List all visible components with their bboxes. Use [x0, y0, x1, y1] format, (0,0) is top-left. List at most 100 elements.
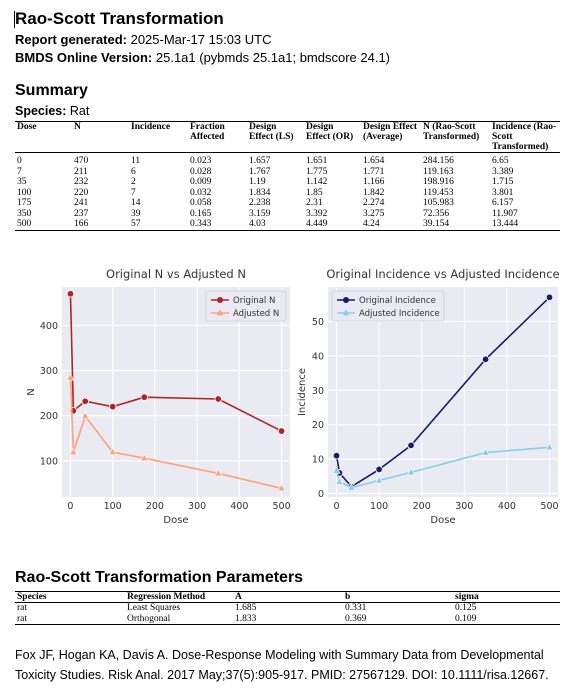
- summary-row-cell: 1.842: [363, 187, 385, 198]
- summary-row-cell: 3.389: [492, 166, 514, 177]
- summary-row-cell: 100: [17, 187, 32, 198]
- summary-row: 35 232 2 0.009 1.19 1.142 1.166 198.916 1.715: [15, 177, 560, 188]
- x-axis-label: Dose: [430, 515, 455, 526]
- data-point: [375, 465, 383, 474]
- parameters-row: rat Least Squares 1.685 0.331 0.125: [15, 603, 560, 614]
- summary-row-cell: 2.31: [306, 198, 323, 208]
- parameters-col-header: Species: [17, 592, 47, 602]
- y-tick-label: 20: [312, 420, 324, 431]
- x-tick-label: 400: [498, 501, 516, 512]
- x-tick-label: 200: [413, 501, 431, 512]
- x-tick-label: 500: [540, 501, 558, 512]
- summary-row-cell: 11: [131, 156, 141, 166]
- summary-row-cell: 39: [131, 208, 141, 219]
- parameters-col-header: Regression Method: [127, 592, 206, 602]
- parameters-row-cell: 1.685: [235, 603, 257, 613]
- summary-row-cell: 1.85: [306, 187, 323, 198]
- summary-row-cell: 1.657: [249, 156, 271, 166]
- summary-row-cell: 241: [74, 198, 89, 208]
- y-tick-label: 100: [40, 456, 58, 467]
- y-tick-label: 10: [312, 455, 324, 466]
- summary-col-header: N (Rao-Scott Transformed): [423, 122, 480, 142]
- summary-row-cell: 14: [131, 198, 141, 208]
- species-line: Species: Rat: [15, 104, 89, 118]
- parameters-row-cell: rat: [17, 613, 28, 624]
- legend-label: Original Incidence: [359, 296, 436, 306]
- data-point: [375, 475, 384, 484]
- data-point: [481, 447, 490, 456]
- summary-row-cell: 1.651: [306, 156, 328, 166]
- bmds-version-value: 25.1a1 (pybmds 25.1a1; bmdscore 24.1): [155, 50, 391, 65]
- summary-col-header: Fraction Affected: [190, 122, 225, 142]
- summary-row-cell: 105.983: [423, 198, 454, 208]
- citation: Fox JF, Hogan KA, Davis A. Dose-Response…: [15, 648, 549, 682]
- data-point: [347, 483, 356, 491]
- data-point: [407, 441, 415, 450]
- summary-col-header: Design Effect (Average): [363, 122, 418, 142]
- summary-row-cell: 0.023: [190, 156, 212, 166]
- summary-row-cell: 13.444: [492, 219, 519, 229]
- summary-row-cell: 0.032: [190, 187, 212, 198]
- parameters-table: Species Regression Method A b sigma rat L…: [15, 591, 560, 625]
- parameters-row-cell: Orthogonal: [127, 613, 171, 624]
- summary-row-cell: 284.156: [423, 156, 454, 166]
- parameters-row-cell: 0.331: [345, 603, 367, 613]
- summary-col-header: Design Effect (OR): [306, 122, 354, 142]
- summary-row-cell: 0.009: [190, 177, 212, 187]
- x-tick-label: 300: [188, 501, 206, 512]
- summary-col-header: Dose: [17, 122, 37, 132]
- summary-row-cell: 237: [74, 208, 89, 219]
- chart-title: Original N vs Adjusted N: [106, 267, 246, 281]
- summary-row-cell: 4.449: [306, 219, 328, 229]
- y-tick-label: 400: [40, 321, 58, 332]
- summary-row-cell: 119.453: [423, 187, 454, 198]
- data-point: [66, 373, 75, 381]
- summary-row-cell: 0: [17, 156, 22, 166]
- summary-row-cell: 1.166: [363, 177, 385, 187]
- parameters-col-header: A: [235, 592, 242, 602]
- summary-col-header: N: [74, 122, 81, 132]
- summary-row-cell: 500: [17, 219, 32, 229]
- parameters-col-header: b: [345, 592, 351, 602]
- summary-row-cell: 6.157: [492, 198, 514, 208]
- summary-table: Dose N Incidence Fraction Affected Desig…: [15, 121, 560, 231]
- y-tick-label: 40: [312, 351, 324, 362]
- parameters-col-header: sigma: [455, 592, 479, 602]
- x-axis-label: Dose: [163, 515, 188, 526]
- x-tick-label: 300: [455, 501, 473, 512]
- summary-row-cell: 1.775: [306, 166, 328, 177]
- summary-row: 0 470 11 0.023 1.657 1.651 1.654 284.156 6.65: [15, 153, 560, 167]
- data-point: [332, 466, 341, 474]
- data-point: [108, 402, 117, 411]
- summary-row-cell: 119.163: [423, 166, 454, 177]
- legend-label: Adjusted N: [233, 309, 279, 319]
- data-point: [108, 447, 117, 455]
- parameters-row-cell: 0.369: [345, 613, 367, 624]
- y-axis-label: N: [26, 388, 37, 395]
- legend-label: Original N: [233, 296, 275, 306]
- summary-row-cell: 7: [131, 187, 136, 198]
- summary-row-cell: 211: [74, 166, 88, 177]
- legend-label: Adjusted Incidence: [359, 309, 440, 319]
- summary-row-cell: 1.834: [249, 187, 271, 198]
- species-label: Species:: [15, 104, 67, 118]
- summary-row-cell: 2.274: [363, 198, 385, 208]
- species-value: Rat: [69, 104, 90, 118]
- x-tick-label: 200: [146, 501, 164, 512]
- parameters-row-cell: 0.125: [455, 603, 477, 613]
- legend-marker: [342, 309, 350, 316]
- summary-row: 500 166 57 0.343 4.03 4.449 4.24 39.154 13.444: [15, 219, 560, 230]
- data-point: [545, 293, 554, 302]
- summary-row-cell: 2.238: [249, 198, 271, 208]
- summary-row-cell: 220: [74, 187, 89, 198]
- x-tick-label: 100: [370, 501, 388, 512]
- text-cursor: [14, 11, 15, 28]
- parameters-header-row: Species Regression Method A b sigma: [15, 591, 560, 603]
- data-point: [481, 355, 490, 363]
- parameters-heading: Rao-Scott Transformation Parameters: [15, 569, 304, 586]
- report-generated-value: 2025-Mar-17 15:03 UTC: [130, 32, 272, 47]
- x-tick-label: 100: [104, 501, 122, 512]
- bmds-version: BMDS Online Version: 25.1a1 (pybmds 25.1…: [15, 50, 390, 65]
- report-title: Rao-Scott Transformation: [15, 9, 224, 28]
- summary-col-header: Incidence (Rao-Scott Transformed): [492, 122, 557, 152]
